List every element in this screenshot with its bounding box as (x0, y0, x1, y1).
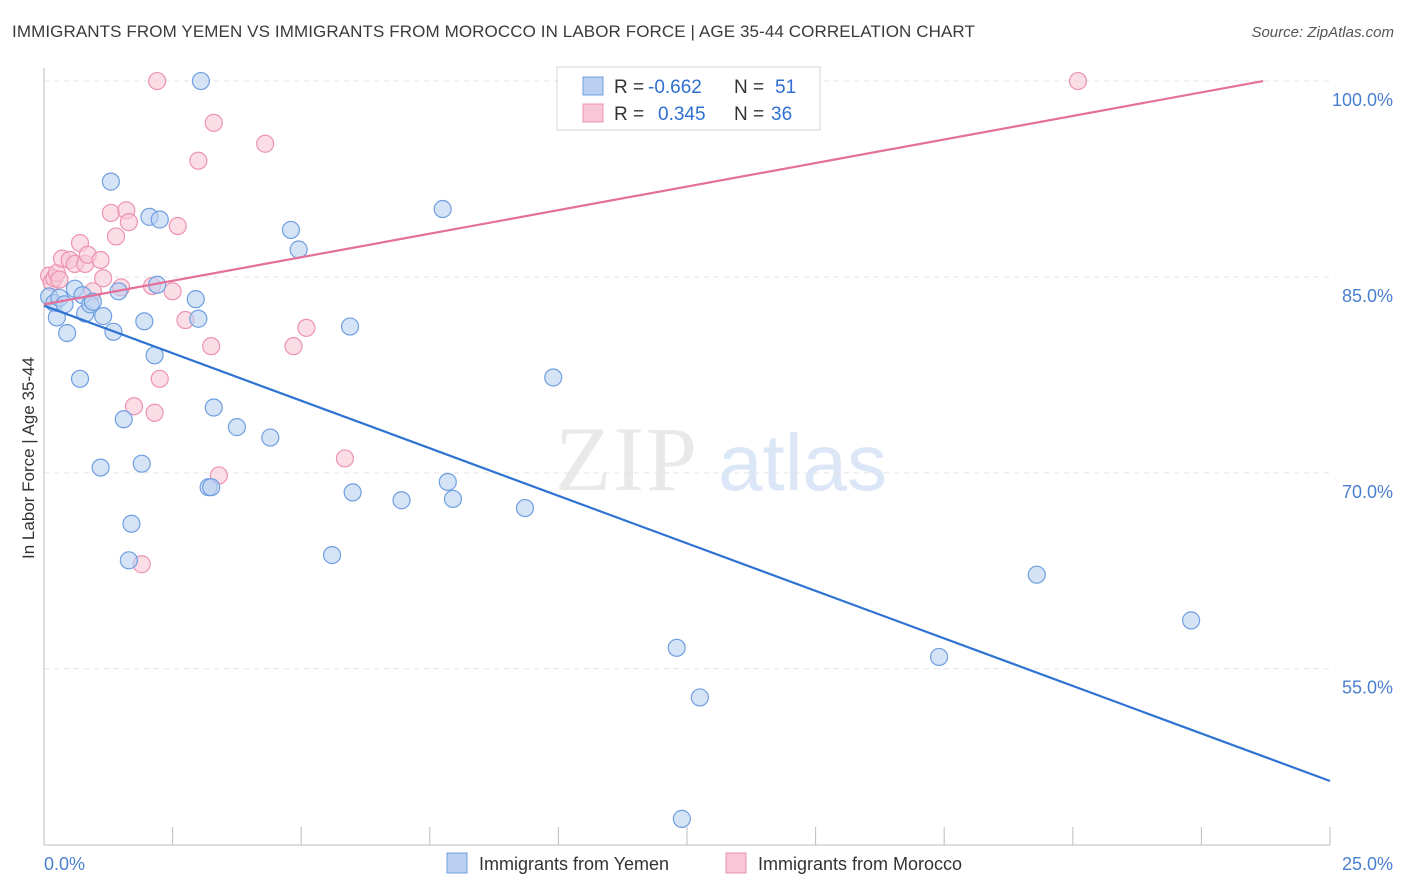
stats-box: R = -0.662 N = 51 R = 0.345 N = 36 (556, 66, 821, 131)
point-yemen-12 (91, 458, 110, 477)
series-morocco (40, 71, 1088, 574)
trendline-yemen (43, 304, 1331, 783)
point-morocco-36 (1068, 71, 1088, 91)
point-yemen-28 (191, 71, 210, 91)
y-tick-label-0: 100.0% (1332, 90, 1393, 110)
stats-morocco-n-value: 36 (771, 104, 792, 125)
gridlines (44, 80, 1330, 670)
point-yemen-34 (281, 220, 301, 240)
point-morocco-35 (335, 449, 355, 468)
point-yemen-20 (132, 454, 151, 473)
legend: Immigrants from Yemen Immigrants from Mo… (446, 852, 962, 874)
point-yemen-47 (672, 809, 691, 828)
point-morocco-28 (189, 151, 208, 170)
y-tick-label-3: 55.0% (1342, 678, 1393, 698)
point-yemen-39 (392, 491, 411, 510)
point-morocco-15 (106, 227, 126, 246)
stats-yemen-n-value: 51 (775, 77, 796, 98)
source-credit: Source: ZipAtlas.com (1251, 24, 1394, 41)
point-yemen-49 (1027, 565, 1046, 584)
y-tick-label-1: 85.0% (1342, 286, 1393, 306)
series-yemen (40, 71, 1201, 828)
y-tick-labels: 100.0% 85.0% 70.0% 55.0% (1332, 90, 1393, 698)
watermark: ZIP atlas (555, 408, 887, 510)
point-morocco-25 (163, 282, 182, 301)
point-morocco-22 (145, 403, 164, 422)
point-yemen-36 (322, 545, 342, 565)
point-yemen-43 (515, 498, 535, 518)
point-morocco-34 (297, 318, 316, 337)
point-morocco-33 (284, 337, 303, 356)
point-morocco-14 (101, 203, 120, 223)
point-morocco-29 (202, 337, 221, 356)
point-yemen-31 (204, 398, 223, 417)
point-yemen-25 (150, 210, 169, 229)
point-yemen-38 (343, 483, 362, 502)
point-yemen-11 (83, 292, 102, 311)
point-yemen-50 (1182, 611, 1201, 630)
point-morocco-32 (256, 134, 275, 153)
point-yemen-44 (544, 368, 563, 387)
legend-label-yemen: Immigrants from Yemen (479, 854, 669, 874)
point-morocco-24 (148, 71, 167, 91)
point-morocco-4 (50, 270, 69, 289)
stats-yemen-n-label: N = (734, 77, 764, 98)
stats-morocco-r-value: 0.345 (658, 104, 706, 125)
stats-morocco-r-label: R = (614, 104, 644, 125)
point-yemen-42 (443, 489, 463, 509)
point-yemen-5 (58, 323, 77, 343)
point-yemen-40 (433, 199, 452, 219)
x-ticks (172, 827, 1331, 845)
trendlines (43, 79, 1331, 783)
legend-item-morocco[interactable]: Immigrants from Morocco (725, 852, 962, 874)
point-yemen-26 (186, 290, 205, 309)
point-morocco-12 (91, 250, 110, 270)
point-yemen-41 (438, 472, 457, 492)
y-tick-label-2: 70.0% (1342, 482, 1393, 502)
trendline-morocco (43, 79, 1264, 306)
legend-swatch-yemen (446, 852, 468, 874)
y-axis-label: In Labor Force | Age 35-44 (19, 357, 38, 559)
stats-morocco-n-label: N = (734, 104, 764, 125)
stats-swatch-yemen (582, 76, 604, 96)
watermark-zip: ZIP (555, 408, 699, 510)
x-tick-label-0: 0.0% (44, 854, 85, 874)
point-yemen-45 (667, 638, 686, 657)
point-yemen-21 (135, 312, 154, 331)
stats-swatch-morocco (582, 103, 604, 123)
point-yemen-37 (340, 317, 360, 336)
legend-swatch-morocco (725, 852, 747, 874)
point-yemen-18 (122, 514, 141, 533)
point-morocco-23 (150, 369, 169, 388)
point-yemen-17 (114, 410, 133, 429)
stats-yemen-r-label: R = (614, 77, 644, 98)
point-yemen-32 (227, 418, 246, 437)
point-yemen-48 (929, 647, 949, 667)
x-tick-label-1: 25.0% (1342, 854, 1393, 874)
point-yemen-19 (119, 551, 138, 570)
point-yemen-30 (202, 478, 221, 497)
point-morocco-19 (124, 397, 144, 416)
point-yemen-13 (94, 307, 113, 326)
point-yemen-46 (690, 688, 709, 707)
x-tick-labels: 0.0% 25.0% (44, 854, 1393, 874)
legend-label-morocco: Immigrants from Morocco (758, 854, 962, 874)
point-yemen-7 (70, 369, 90, 388)
point-morocco-18 (119, 212, 138, 232)
point-yemen-14 (101, 172, 120, 191)
legend-item-yemen[interactable]: Immigrants from Yemen (446, 852, 669, 874)
point-yemen-33 (261, 428, 280, 447)
point-yemen-35 (289, 240, 308, 259)
point-yemen-27 (189, 309, 208, 328)
point-morocco-26 (168, 216, 187, 236)
stats-yemen-r-value: -0.662 (648, 77, 702, 98)
point-morocco-30 (204, 113, 223, 132)
watermark-atlas: atlas (718, 418, 887, 507)
point-morocco-13 (94, 269, 113, 288)
chart-title: IMMIGRANTS FROM YEMEN VS IMMIGRANTS FROM… (12, 22, 975, 41)
